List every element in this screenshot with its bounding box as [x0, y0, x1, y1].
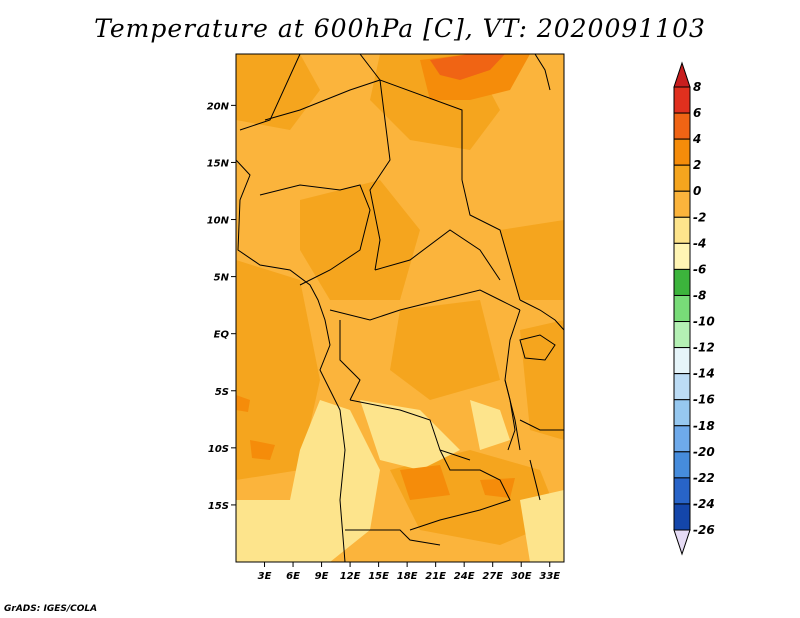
red-sea-coast	[534, 54, 551, 91]
colorbar-swatch	[673, 503, 691, 531]
border-tanzania	[519, 419, 564, 431]
colorbar-level-label: -16	[693, 393, 715, 407]
colorbar: 8 6 4 2 0 -2 -4 -6 -8 -10 -12 -14 -16 -18 -20 -22 -24 -26	[673, 61, 715, 556]
colorbar-bottom-arrow	[673, 529, 691, 556]
colorbar-level-label: -18	[693, 419, 715, 433]
temperature-field	[236, 54, 564, 562]
colorbar-level-label: -12	[693, 341, 715, 355]
lon-tick-label: 9E	[315, 571, 329, 582]
colorbar-swatch	[673, 216, 691, 244]
lat-tick-label: 10N	[207, 216, 230, 227]
colorbar-level-label: 0	[693, 184, 701, 198]
colorbar-swatch	[673, 451, 691, 479]
country-borders	[236, 54, 564, 562]
colorbar-swatch	[673, 86, 691, 114]
border-nigeria	[259, 184, 371, 286]
border-angola-namibia	[345, 529, 441, 546]
credit-text: GrADS: IGES/COLA	[4, 604, 98, 614]
field-patch-cool-kasai	[360, 400, 460, 470]
colorbar-level-label: -26	[693, 523, 715, 537]
colorbar-swatch	[673, 477, 691, 505]
colorbar-swatch	[673, 112, 691, 140]
lat-tick-label: 20N	[207, 101, 230, 112]
field-patch-cool-south	[236, 500, 290, 562]
colorbar-swatch	[673, 268, 691, 296]
field-patch-hot-zambia-east	[480, 478, 515, 498]
field-patch-warm-lakes	[520, 320, 564, 440]
colorbar-level-label: -10	[693, 315, 715, 329]
border-sudan-egypt	[461, 179, 521, 301]
field-patch-cool-mozambique	[520, 490, 564, 562]
colorbar-swatch	[673, 164, 691, 192]
colorbar-level-label: -14	[693, 367, 715, 381]
lon-tick-label: 6E	[286, 571, 300, 582]
colorbar-level-label: -6	[693, 262, 706, 276]
colorbar-level-label: -8	[693, 288, 706, 302]
colorbar-level-label: -4	[693, 236, 706, 250]
border-angola-drc	[349, 399, 471, 461]
field-patch-warm-east	[500, 220, 564, 300]
lon-tick-label: 3E	[258, 571, 272, 582]
lon-tick-label: 12E	[340, 571, 361, 582]
colorbar-swatch	[673, 347, 691, 375]
border-mali-niger	[264, 79, 381, 121]
colorbar-swatch	[673, 294, 691, 323]
colorbar-level-label: -24	[693, 497, 715, 511]
border-libya-chad	[359, 54, 463, 180]
colorbar-level-label: 2	[693, 158, 701, 172]
border-car	[374, 229, 501, 281]
lon-tick-label: 24E	[454, 571, 475, 582]
field-patch-hot-gabon	[236, 395, 250, 412]
lat-tick-label: 15S	[208, 501, 229, 512]
colorbar-swatch	[673, 399, 691, 427]
lat-tick-label: 5N	[214, 273, 230, 284]
border-zambia	[409, 449, 511, 531]
field-patch-hotter-libya	[430, 54, 505, 80]
border-drc-north	[329, 289, 521, 321]
field-patch-cool-angola	[290, 400, 380, 562]
colorbar-level-label: -20	[693, 445, 715, 459]
lat-tick-label: 10S	[208, 444, 229, 455]
lon-tick-label: 21E	[425, 571, 446, 582]
field-patch-cool-rift	[470, 400, 510, 450]
lake-tanganyika	[504, 379, 516, 451]
colorbar-level-label: 8	[693, 80, 701, 94]
colorbar-level-label: 4	[692, 132, 701, 146]
lon-tick-label: 33E	[539, 571, 560, 582]
lat-tick-label: 5S	[215, 387, 229, 398]
colorbar-swatch	[673, 138, 691, 166]
lat-tick-label: EQ	[214, 330, 230, 341]
colorbar-level-label: 6	[693, 106, 701, 120]
colorbar-level-label: -22	[693, 471, 715, 485]
coastline-west	[236, 159, 346, 562]
lon-tick-label: 15E	[368, 571, 389, 582]
colorbar-swatch	[673, 373, 691, 401]
map-title: Temperature at 600hPa [C], VT: 202009110…	[94, 14, 706, 43]
field-patch-warm-north	[236, 54, 320, 130]
field-patch-warm-congo	[390, 300, 500, 400]
field-patch-warm-west	[236, 260, 320, 480]
latitude-axis: 20N 15N 10N 5N EQ 5S 10S 15S	[207, 101, 236, 512]
lake-malawi	[529, 459, 541, 501]
field-patch-hot-zambia	[400, 465, 450, 500]
lon-tick-label: 27E	[482, 571, 503, 582]
colorbar-swatch	[673, 190, 691, 218]
field-patch-hot-angola-coast	[250, 440, 275, 460]
border-niger-chad	[239, 54, 301, 131]
colorbar-swatch	[673, 425, 691, 453]
border-congo	[339, 320, 361, 401]
colorbar-swatch	[673, 321, 691, 349]
colorbar-level-label: -2	[693, 210, 706, 224]
border-chad-sudan	[369, 79, 391, 271]
longitude-axis: 3E 6E 9E 12E 15E 18E 21E 24E 27E 30E 33E	[258, 562, 560, 582]
lon-tick-label: 30E	[511, 571, 532, 582]
lon-tick-label: 18E	[397, 571, 418, 582]
colorbar-top-arrow	[673, 61, 691, 88]
lake-victoria	[519, 334, 556, 361]
map-frame	[235, 53, 565, 563]
border-kenya	[519, 299, 564, 331]
colorbar-swatch	[673, 242, 691, 270]
lat-tick-label: 15N	[207, 158, 230, 169]
